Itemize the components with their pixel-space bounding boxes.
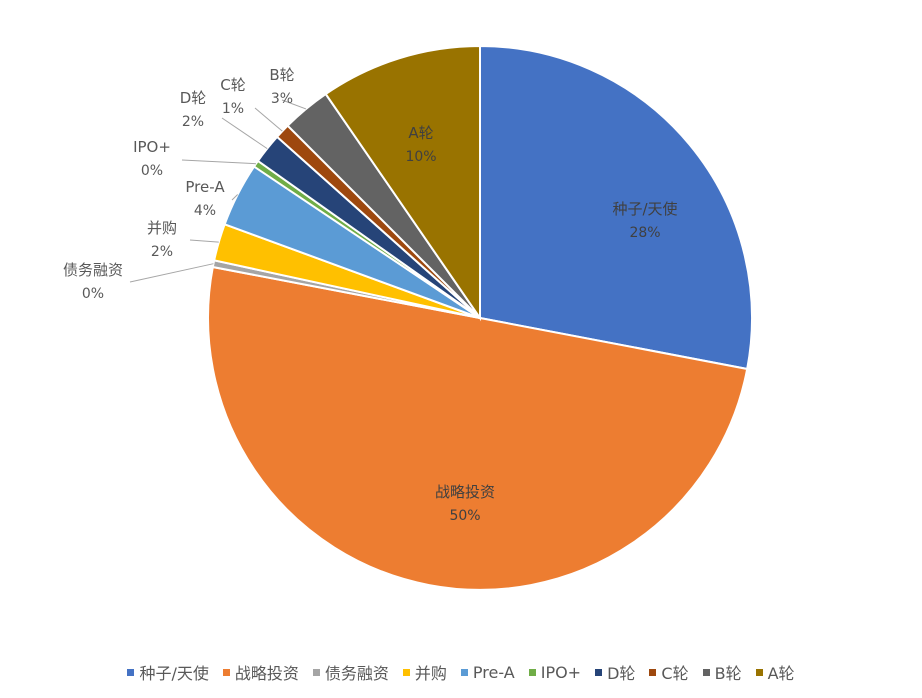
slice-percent-label: 1% (222, 101, 244, 117)
legend-label: Pre-A (472, 662, 515, 682)
legend-swatch (127, 668, 135, 676)
leader-line (189, 239, 219, 243)
legend-item: 种子/天使 (127, 660, 209, 684)
legend-label: IPO+ (540, 662, 582, 682)
slice-category-label: 种子/天使 (612, 200, 677, 218)
slice-category-label: 战略投资 (435, 483, 495, 501)
pie-slice (324, 44, 481, 322)
leader-line (254, 107, 283, 132)
legend-label: 债务融资 (324, 664, 389, 683)
slice-percent-label: 50% (449, 508, 480, 524)
legend-item: IPO+ (528, 662, 582, 682)
legend-label: 种子/天使 (139, 664, 209, 683)
leader-line (281, 99, 307, 110)
slice-percent-label: 10% (405, 149, 436, 165)
slice-category-label: IPO+ (133, 138, 171, 156)
leader-line (221, 117, 268, 150)
legend-item: A轮 (755, 660, 795, 684)
legend-swatch (649, 668, 657, 676)
legend-item: B轮 (702, 660, 742, 684)
pie-chart: 种子/天使 28% 战略投资 50% 债务融资 0% 并购 2% Pre-A 4% IPO+ 0% D轮… (63, 44, 753, 591)
slice-category-label: Pre-A (185, 178, 225, 196)
slice-percent-label: 0% (141, 163, 163, 179)
legend-swatch (528, 668, 536, 676)
legend-swatch (222, 668, 230, 676)
legend-swatch (312, 668, 320, 676)
pie-slice (207, 265, 749, 591)
slice-percent-label: 0% (82, 286, 104, 302)
legend-label: D轮 (607, 664, 636, 683)
slice-percent-label: 28% (629, 225, 660, 241)
slice-category-label: 并购 (147, 219, 177, 237)
leader-line (129, 263, 214, 283)
legend-item: D轮 (595, 660, 635, 684)
leader-line (181, 159, 257, 165)
legend-label: A轮 (767, 664, 795, 683)
legend-label: 战略投资 (234, 664, 299, 683)
legend-swatch (460, 668, 468, 676)
leader-line (231, 194, 238, 201)
slice-category-label: 债务融资 (63, 261, 123, 279)
legend-swatch (755, 668, 763, 676)
legend-swatch (595, 668, 603, 676)
legend-item: 战略投资 (222, 660, 299, 684)
chart-legend: 种子/天使 战略投资 债务融资 并购 Pre-A IPO+ D轮 C轮 B轮 A轮 (0, 660, 922, 684)
legend-label: C轮 (661, 664, 689, 683)
legend-label: 并购 (414, 664, 447, 683)
pie-slice (479, 44, 753, 371)
legend-label: B轮 (714, 664, 742, 683)
slice-category-label: A轮 (408, 124, 433, 142)
legend-item: 债务融资 (312, 660, 389, 684)
slice-percent-label: 2% (182, 114, 204, 130)
legend-item: C轮 (649, 660, 689, 684)
legend-item: Pre-A (460, 662, 515, 682)
slice-percent-label: 4% (194, 203, 216, 219)
slice-category-label: B轮 (269, 66, 294, 84)
slice-category-label: C轮 (220, 76, 245, 94)
slice-percent-label: 3% (271, 91, 293, 107)
slice-percent-label: 2% (151, 244, 173, 260)
slice-category-label: D轮 (180, 89, 207, 107)
legend-swatch (702, 668, 710, 676)
legend-item: 并购 (402, 660, 447, 684)
legend-swatch (402, 668, 410, 676)
